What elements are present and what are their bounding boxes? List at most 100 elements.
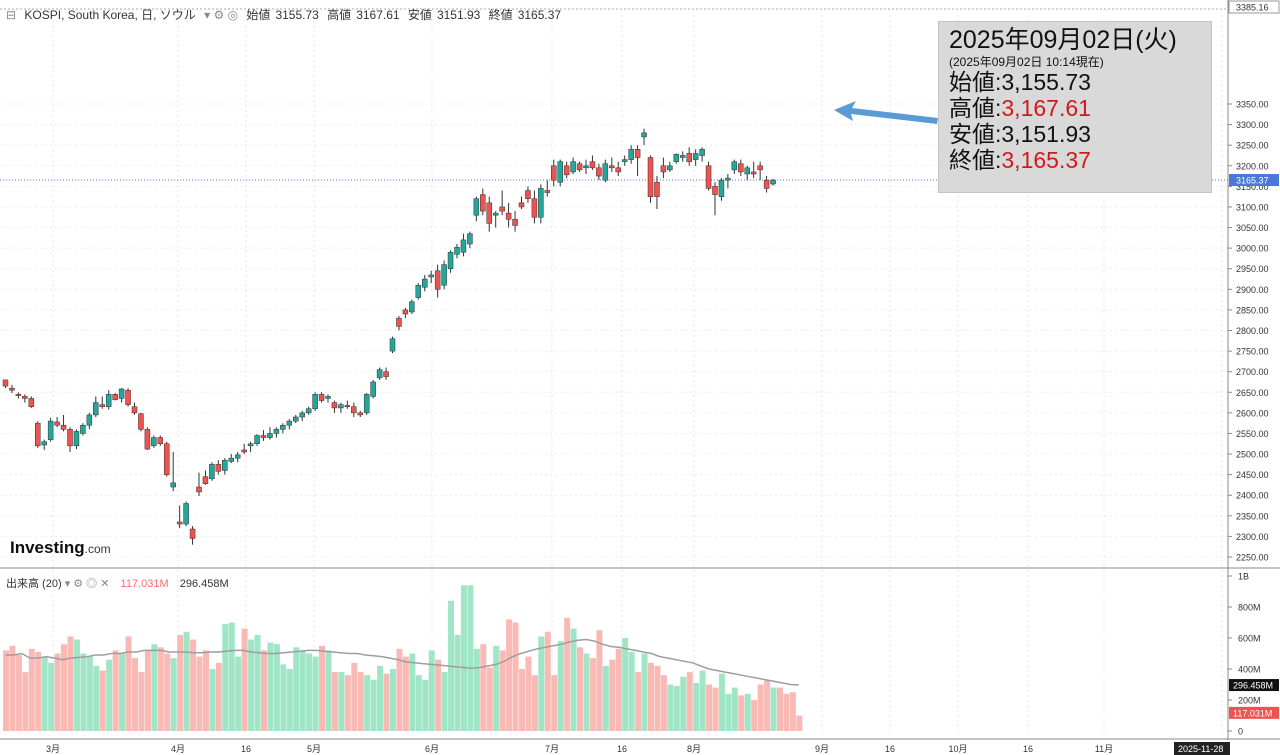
x-label: 16 xyxy=(241,744,251,754)
volume-bar xyxy=(357,672,364,731)
volume-bar xyxy=(706,684,713,731)
candle-body xyxy=(222,459,228,471)
candle-body xyxy=(138,413,144,430)
price-tick-label: 2400.00 xyxy=(1236,491,1269,501)
volume-bar xyxy=(67,636,74,731)
price-tick-label: 3300.00 xyxy=(1236,120,1269,130)
info-high: 高値:3,167.61 xyxy=(949,95,1091,121)
volume-bar xyxy=(183,631,190,731)
candle-body xyxy=(441,264,447,286)
x-label: 5月 xyxy=(307,744,321,754)
volume-bar xyxy=(144,650,151,731)
candle-body xyxy=(718,179,725,197)
candle-body xyxy=(86,414,93,426)
candle-body xyxy=(705,165,712,189)
volume-bar xyxy=(261,650,267,731)
info-date: 2025年09月02日(火) xyxy=(949,26,1177,54)
volume-label[interactable]: 出来高 (20) xyxy=(6,578,62,590)
candle-body xyxy=(389,338,396,352)
candle-body xyxy=(422,278,428,288)
volume-bar xyxy=(609,659,616,731)
collapse-icon[interactable]: ⊟ xyxy=(6,8,17,22)
candle-body xyxy=(293,416,299,422)
volume-bar xyxy=(119,653,126,731)
candle-body xyxy=(312,394,318,409)
volume-bar xyxy=(331,672,338,731)
volume-bar xyxy=(215,662,222,731)
volume-bar xyxy=(512,622,519,731)
volume-header: 出来高 (20) ▾ ⚙ ◎ ✕ 117.031M 296.458M xyxy=(6,575,229,591)
candle-body xyxy=(331,402,338,409)
price-tick-label: 3350.00 xyxy=(1236,100,1269,110)
candle-body xyxy=(209,464,215,480)
open-value: 3155.73 xyxy=(275,8,319,22)
candle-body xyxy=(621,159,628,162)
candle-body xyxy=(583,165,589,169)
candle-body xyxy=(396,317,402,327)
volume-bar xyxy=(351,662,358,731)
volume-bar xyxy=(254,634,261,731)
volume-bar xyxy=(132,658,138,731)
x-label: 3月 xyxy=(46,744,60,754)
low-label: 安値 xyxy=(407,8,432,22)
low-value: 3151.93 xyxy=(436,8,481,22)
candle-body xyxy=(35,422,41,447)
candle-body xyxy=(428,274,434,278)
candle-body xyxy=(505,212,512,220)
candle-body xyxy=(189,528,196,539)
volume-bar xyxy=(222,624,229,731)
candle-body xyxy=(744,167,750,175)
volume-bar xyxy=(789,692,796,731)
x-label: 16 xyxy=(617,744,627,754)
candle-body xyxy=(254,435,260,445)
top-price-label: 3385.16 xyxy=(1236,3,1269,13)
candle-body xyxy=(176,521,183,525)
high-label: 高値 xyxy=(327,8,352,22)
candle-body xyxy=(757,165,763,171)
volume-settings-icon[interactable]: ▾ ⚙ ◎ ✕ xyxy=(64,578,110,590)
settings-icon[interactable]: ▾ ⚙ ◎ xyxy=(204,8,239,22)
volume-bar xyxy=(125,636,132,731)
volume-bar xyxy=(712,687,719,731)
volume-bar xyxy=(99,670,106,731)
symbol-name[interactable]: KOSPI, South Korea, 日, ソウル xyxy=(24,8,196,22)
volume-bar xyxy=(157,647,164,731)
info-open: 始値:3,155.73 xyxy=(949,69,1091,95)
candle-body xyxy=(325,396,331,399)
candle-body xyxy=(634,149,641,158)
candle-body xyxy=(67,429,73,447)
current-price-box xyxy=(1229,174,1279,187)
volume-bar xyxy=(48,662,55,731)
candle-body xyxy=(273,429,280,434)
volume-bar xyxy=(61,644,68,731)
volume-bar xyxy=(764,679,771,731)
volume-bar xyxy=(344,675,351,731)
candle-body xyxy=(563,165,570,176)
candle-body xyxy=(628,149,634,160)
volume-bar xyxy=(235,656,242,731)
candle-body xyxy=(770,179,776,185)
candle-body xyxy=(454,247,460,255)
candle-body xyxy=(680,155,686,158)
volume-ma-value: 296.458M xyxy=(179,578,229,590)
volume-bar xyxy=(312,656,319,731)
price-tick-label: 2250.00 xyxy=(1236,553,1269,563)
candle-body xyxy=(80,424,86,434)
price-tick-label: 3150.00 xyxy=(1236,182,1269,192)
candle-body xyxy=(234,454,241,459)
candle-body xyxy=(260,435,267,438)
volume-bar xyxy=(635,672,642,731)
volume-bar xyxy=(751,700,758,731)
volume-bar xyxy=(544,631,551,731)
volume-bar xyxy=(738,695,745,731)
candle-body xyxy=(170,482,176,488)
candle-body xyxy=(363,394,370,414)
candle-body xyxy=(460,239,467,253)
candle-body xyxy=(338,404,344,409)
open-label: 始値 xyxy=(246,8,271,22)
volume-bar xyxy=(622,638,629,731)
volume-tick-label: 1B xyxy=(1238,572,1249,582)
candle-body xyxy=(241,449,247,453)
price-tick-label: 3100.00 xyxy=(1236,202,1269,212)
candle-body xyxy=(105,394,112,407)
